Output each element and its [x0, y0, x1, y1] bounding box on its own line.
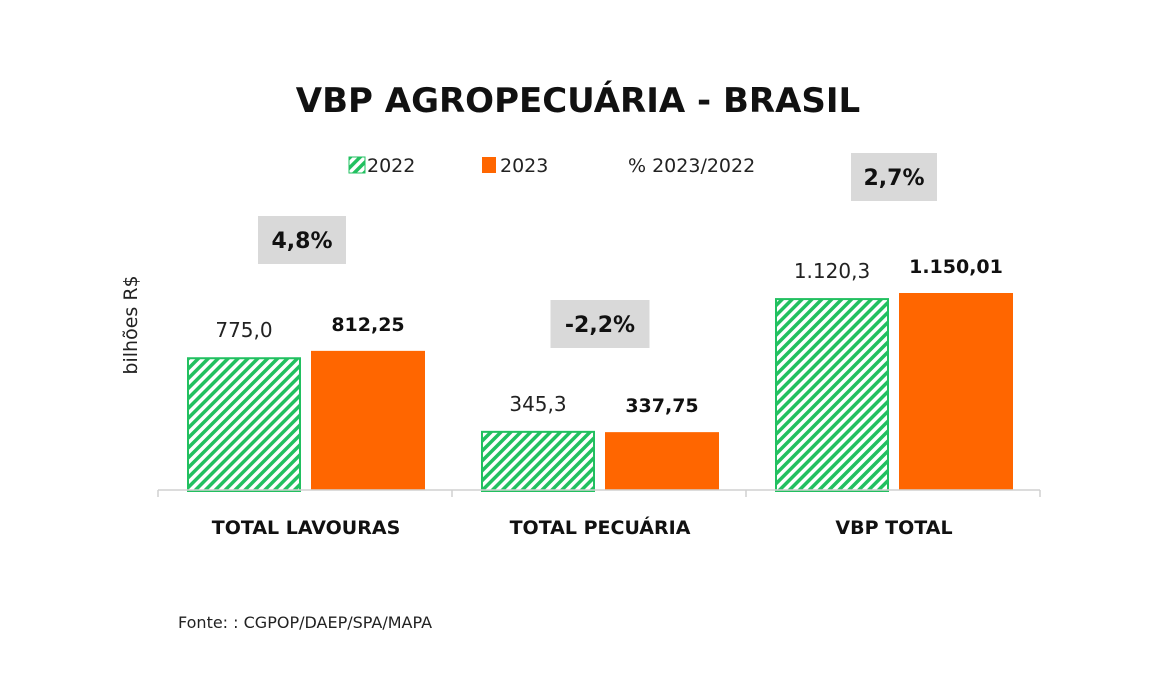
bar-2023-1 — [605, 432, 719, 490]
change-box — [550, 300, 650, 348]
bar-2023-2 — [899, 293, 1013, 490]
legend-label-2023: 2023 — [500, 155, 548, 177]
change-label: -2,2% — [565, 313, 635, 338]
bar-2022-0 — [187, 357, 301, 493]
bar-2022-1 — [481, 430, 595, 492]
data-label-2023: 812,25 — [331, 314, 404, 336]
change-box — [851, 153, 937, 201]
data-label-2023: 1.150,01 — [909, 256, 1003, 278]
change-label: 4,8% — [271, 229, 332, 254]
bar-2022-2 — [775, 298, 889, 493]
bar-2023-0 — [311, 350, 425, 490]
chart-title: VBP AGROPECUÁRIA - BRASIL — [296, 80, 860, 121]
legend-swatch-2023 — [482, 157, 496, 173]
data-label-2022: 1.120,3 — [794, 259, 870, 283]
data-label-2022: 775,0 — [215, 318, 272, 342]
change-box — [258, 216, 346, 264]
category-label: TOTAL PECUÁRIA — [510, 516, 691, 539]
source-note: Fonte: : CGPOP/DAEP/SPA/MAPA — [178, 613, 432, 632]
data-label-2023: 337,75 — [625, 395, 698, 417]
legend-label-2022: 2022 — [367, 155, 415, 177]
category-label: TOTAL LAVOURAS — [212, 517, 401, 539]
data-label-2022: 345,3 — [509, 392, 566, 416]
category-label: VBP TOTAL — [835, 517, 952, 539]
legend-swatch-2022 — [348, 156, 366, 174]
legend: 2022 2023 % 2023/2022 — [348, 155, 755, 177]
legend-label-change: % 2023/2022 — [628, 155, 755, 177]
y-axis-label: bilhões R$ — [120, 275, 142, 374]
change-label: 2,7% — [863, 166, 924, 191]
